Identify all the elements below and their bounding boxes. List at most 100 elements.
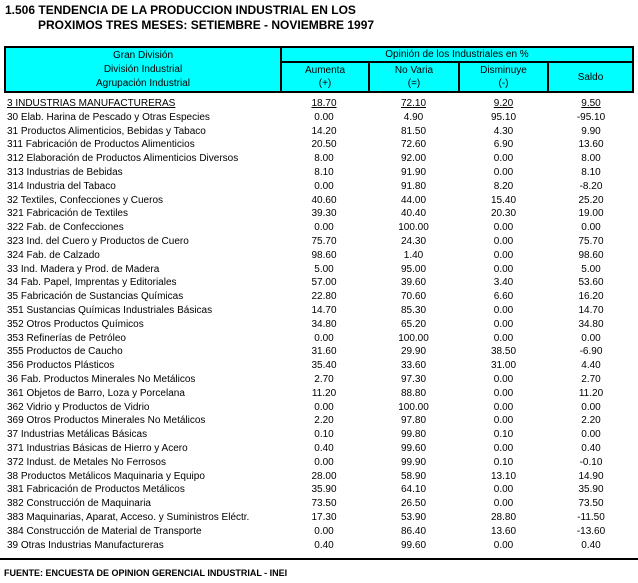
header-col-disminuye-label: Disminuye (480, 65, 527, 76)
row-value-saldo: 35.90 (578, 484, 604, 496)
table-row: 372 Indust. de Metales No Ferrosos 0.00 99… (4, 456, 634, 470)
row-label: 356 Productos Plásticos (7, 360, 115, 372)
table-row: 35 Fabricación de Sustancias Químicas 22.… (4, 290, 634, 304)
row-value-no_varia: 88.80 (400, 387, 427, 399)
row-label: 31 Productos Alimenticios, Bebidas y Tab… (7, 125, 206, 137)
row-value-disminuye: 0.10 (493, 429, 514, 441)
row-value-aumenta: 28.00 (311, 470, 337, 482)
table-row: 382 Construcción de Maquinaria 73.50 26.50… (4, 497, 634, 511)
row-label: 32 Textiles, Confecciones y Cueros (7, 194, 164, 206)
table-row: 381 Fabricación de Productos Metálicos 35… (4, 483, 634, 497)
row-value-no_varia: 40.40 (400, 208, 427, 220)
row-label: 355 Productos de Caucho (7, 346, 123, 358)
header-opinion-block: Opinión de los Industriales en % Aumenta… (282, 48, 632, 91)
row-value-disminuye: 3.40 (493, 277, 514, 289)
row-value-aumenta: 0.10 (314, 429, 334, 441)
row-value-no_varia: 91.90 (400, 166, 427, 178)
header-col-disminuye-sign: (-) (498, 78, 509, 89)
row-value-saldo: 0.00 (581, 332, 601, 344)
row-value-no_varia: 4.90 (403, 111, 424, 123)
table-row: 371 Industrias Básicas de Hierro y Acero… (4, 442, 634, 456)
row-value-saldo: 5.00 (581, 263, 601, 275)
table-row: 30 Elab. Harina de Pescado y Otras Espec… (4, 111, 634, 125)
row-value-no_varia: 97.80 (400, 415, 427, 427)
header-agrupacion-industrial: Agrupación Industrial (96, 77, 190, 89)
bottom-rule (0, 558, 638, 560)
row-value-saldo: 0.00 (581, 401, 601, 413)
table-row: 323 Ind. del Cuero y Productos de Cuero 7… (4, 235, 634, 249)
row-value-aumenta: 75.70 (311, 235, 337, 247)
row-value-saldo: 0.00 (581, 222, 601, 234)
row-value-saldo: 19.00 (578, 208, 604, 220)
row-value-saldo: 98.60 (578, 249, 604, 261)
row-value-aumenta: 34.80 (311, 318, 337, 330)
row-value-no_varia: 39.60 (400, 277, 427, 289)
row-value-no_varia: 64.10 (400, 484, 427, 496)
header-division-industrial: División Industrial (103, 63, 183, 75)
row-label: 33 Ind. Madera y Prod. de Madera (7, 263, 160, 275)
row-value-aumenta: 57.00 (311, 277, 337, 289)
header-col-aumenta-sign: (+) (318, 78, 332, 89)
row-value-disminuye: 0.00 (493, 304, 514, 316)
row-value-disminuye: 95.10 (490, 111, 517, 123)
header-col-disminuye: Disminuye (-) (460, 63, 549, 91)
table-row: 353 Refinerías de Petróleo 0.00 100.00 0.00… (4, 332, 634, 346)
row-value-aumenta: 14.70 (311, 304, 337, 316)
row-label: 323 Ind. del Cuero y Productos de Cuero (7, 235, 189, 247)
row-value-aumenta: 5.00 (314, 263, 334, 275)
row-value-no_varia: 99.90 (400, 456, 427, 468)
table-row: 355 Productos de Caucho 31.60 29.90 38.50 -6… (4, 345, 634, 359)
row-label: 324 Fab. de Calzado (7, 249, 100, 261)
row-label: 37 Industrias Metálicas Básicas (7, 429, 148, 441)
row-value-no_varia: 26.50 (400, 498, 427, 510)
row-value-saldo: 11.20 (578, 387, 604, 399)
table-row: 3 INDUSTRIAS MANUFACTURERAS 18.70 72.10 9.2… (4, 97, 634, 111)
table-row: 384 Construcción de Material de Transpor… (4, 525, 634, 539)
row-value-saldo: 34.80 (578, 318, 604, 330)
table-row: 38 Productos Metálicos Maquinaria y Equi… (4, 470, 634, 484)
row-value-no_varia: 72.60 (400, 139, 427, 151)
row-value-no_varia: 58.90 (400, 470, 427, 482)
row-label: 322 Fab. de Confecciones (7, 222, 124, 234)
row-value-saldo: 0.40 (581, 539, 601, 551)
row-value-aumenta: 18.70 (311, 98, 337, 109)
row-value-disminuye: 0.00 (493, 442, 514, 454)
row-value-aumenta: 22.80 (311, 291, 337, 303)
row-value-no_varia: 33.60 (400, 360, 427, 372)
row-value-no_varia: 81.50 (400, 125, 427, 137)
header-col-saldo-label: Saldo (577, 71, 604, 83)
row-label: 313 Industrias de Bebidas (7, 166, 123, 178)
page-title-line1: 1.506 TENDENCIA DE LA PRODUCCION INDUSTR… (5, 3, 356, 17)
table-row: 314 Industria del Tabaco 0.00 91.80 8.20 -8.… (4, 180, 634, 194)
row-value-no_varia: 1.40 (403, 249, 424, 261)
header-gran-division: Gran División (112, 49, 174, 61)
row-label: 353 Refinerías de Petróleo (7, 332, 126, 344)
row-value-no_varia: 92.00 (400, 153, 427, 165)
table-row: 31 Productos Alimenticios, Bebidas y Tab… (4, 125, 634, 139)
row-value-no_varia: 72.10 (400, 98, 427, 109)
row-value-saldo: 14.90 (578, 470, 604, 482)
row-value-disminuye: 0.00 (493, 249, 514, 261)
table-row: 34 Fab. Papel, Imprentas y Editoriales 57… (4, 276, 634, 290)
row-value-saldo: 25.20 (578, 194, 604, 206)
row-value-aumenta: 40.60 (311, 194, 337, 206)
row-value-aumenta: 11.20 (311, 387, 337, 399)
row-value-aumenta: 0.00 (314, 111, 334, 123)
row-value-disminuye: 0.00 (493, 153, 514, 165)
row-value-saldo: 73.50 (578, 498, 604, 510)
row-label: 3 INDUSTRIAS MANUFACTURERAS (7, 98, 176, 109)
header-columns: Aumenta (+) No Varia (=) Disminuye (-) S… (282, 63, 632, 91)
row-value-aumenta: 8.10 (314, 166, 334, 178)
source-note: FUENTE: ENCUESTA DE OPINION GERENCIAL IN… (4, 568, 288, 578)
row-label: 36 Fab. Productos Minerales No Metálicos (7, 373, 196, 385)
row-value-no_varia: 97.30 (400, 373, 427, 385)
row-value-saldo: -95.10 (576, 111, 606, 123)
table-row: 352 Otros Productos Químicos 34.80 65.20 0.… (4, 318, 634, 332)
row-value-no_varia: 65.20 (400, 318, 427, 330)
row-value-disminuye: 38.50 (490, 346, 517, 358)
row-value-no_varia: 99.60 (400, 539, 427, 551)
row-label: 312 Elaboración de Productos Alimenticio… (7, 153, 239, 165)
row-value-no_varia: 100.00 (398, 332, 429, 344)
row-value-no_varia: 86.40 (400, 525, 427, 537)
row-value-disminuye: 0.00 (493, 498, 514, 510)
